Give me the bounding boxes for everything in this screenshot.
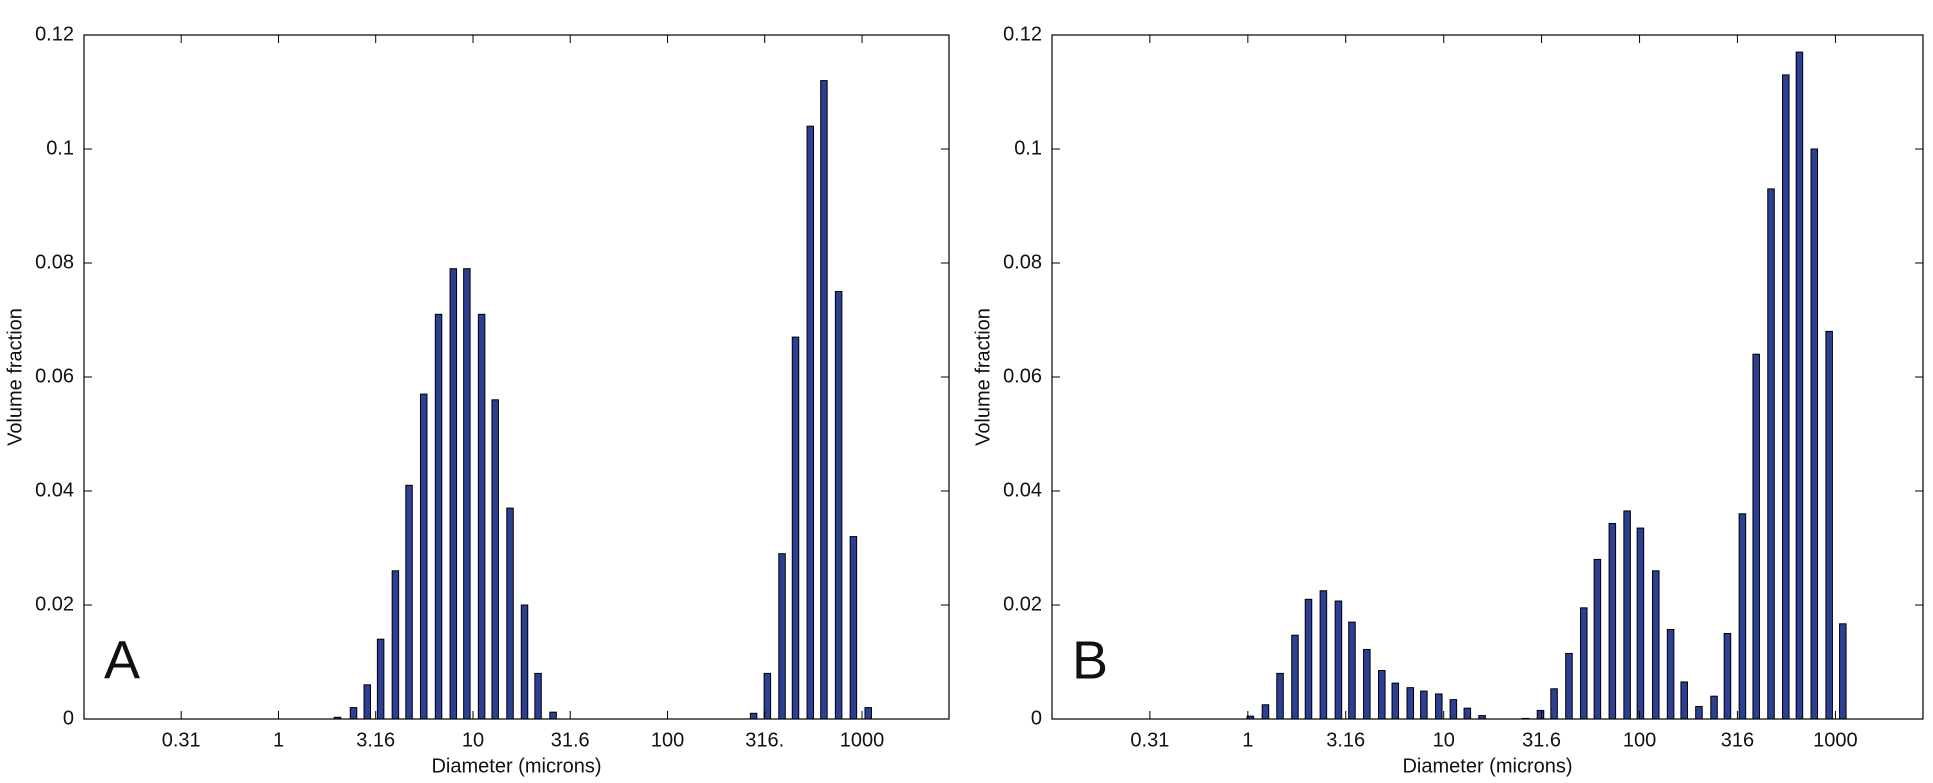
bar xyxy=(1391,682,1400,720)
bar xyxy=(520,604,529,720)
x-tick-label: 0.31 xyxy=(162,729,201,751)
x-tick-label: 31.6 xyxy=(551,729,590,751)
bar xyxy=(1348,621,1356,720)
bar xyxy=(1334,600,1343,720)
bar xyxy=(1839,623,1847,720)
x-tick-label: 1000 xyxy=(1813,729,1858,751)
y-axis-label: Volume fraction xyxy=(4,308,26,446)
bar xyxy=(1738,513,1747,720)
bar xyxy=(1406,687,1415,720)
bar xyxy=(849,536,858,720)
bar xyxy=(491,399,499,720)
y-tick-label: 0.02 xyxy=(1003,593,1042,615)
bar xyxy=(1304,598,1313,720)
bar xyxy=(864,707,872,720)
bar xyxy=(1767,188,1775,720)
panel-label: A xyxy=(104,630,140,690)
y-tick-label: 0.12 xyxy=(35,23,74,45)
bar xyxy=(1652,570,1660,720)
bar xyxy=(434,313,443,720)
bar xyxy=(1810,148,1819,720)
bar xyxy=(1565,652,1573,720)
y-tick-label: 0.02 xyxy=(35,593,74,615)
y-tick-label: 0.04 xyxy=(1003,479,1042,501)
bar xyxy=(1435,693,1443,720)
bar xyxy=(749,712,758,720)
y-tick-label: 0.06 xyxy=(1003,365,1042,387)
y-tick-label: 0.1 xyxy=(46,137,74,159)
bar xyxy=(1276,672,1284,720)
plot-frame xyxy=(1051,34,1924,720)
bar xyxy=(1710,695,1718,720)
y-tick-label: 0 xyxy=(63,707,74,729)
bar xyxy=(1463,707,1472,720)
bar xyxy=(791,336,800,720)
x-tick-label: 10 xyxy=(1433,729,1455,751)
bar xyxy=(1666,629,1675,720)
bar xyxy=(1623,510,1631,720)
y-tick-label: 0.06 xyxy=(35,365,74,387)
bar xyxy=(778,553,786,720)
bar xyxy=(1680,681,1688,720)
x-tick-label: 1 xyxy=(1242,729,1253,751)
x-tick-label: 1 xyxy=(273,729,284,751)
bar xyxy=(1593,558,1602,720)
bar xyxy=(1782,74,1790,720)
panel-label: B xyxy=(1072,630,1108,690)
bar xyxy=(549,711,557,720)
bar xyxy=(477,313,486,720)
bar xyxy=(419,393,428,720)
x-axis-label: Diameter (microns) xyxy=(1402,755,1572,777)
y-tick-label: 0 xyxy=(1031,707,1042,729)
bar xyxy=(1261,704,1270,720)
bar xyxy=(349,707,358,720)
bar xyxy=(834,291,843,720)
bar xyxy=(534,672,542,720)
bar xyxy=(1752,353,1760,720)
bar xyxy=(391,570,400,720)
y-tick-label: 0.12 xyxy=(1003,23,1042,45)
bar xyxy=(506,507,514,720)
bar xyxy=(1319,590,1328,720)
x-tick-label: 3.16 xyxy=(1326,729,1365,751)
bar xyxy=(806,125,815,720)
y-tick-label: 0.1 xyxy=(1014,137,1042,159)
y-tick-label: 0.08 xyxy=(35,251,74,273)
bar xyxy=(1695,705,1703,720)
x-tick-label: 10 xyxy=(462,729,484,751)
y-axis-label: Volume fraction xyxy=(972,308,994,446)
y-tick-label: 0.04 xyxy=(35,479,74,501)
bar xyxy=(1291,634,1299,720)
x-tick-label: 100 xyxy=(651,729,684,751)
bar xyxy=(376,638,385,720)
bar xyxy=(1550,688,1558,720)
bar xyxy=(363,684,372,720)
bar xyxy=(1608,522,1617,720)
y-tick-label: 0.08 xyxy=(1003,251,1042,273)
bar xyxy=(405,484,413,720)
bar xyxy=(1536,709,1545,720)
x-tick-label: 1000 xyxy=(840,729,885,751)
bar xyxy=(1580,607,1588,720)
x-tick-label: 316. xyxy=(745,729,784,751)
x-tick-label: 100 xyxy=(1623,729,1656,751)
bar xyxy=(820,80,828,720)
plot-frame xyxy=(83,34,950,720)
bar xyxy=(1636,527,1645,720)
x-tick-label: 316 xyxy=(1721,729,1754,751)
bar xyxy=(1449,699,1458,720)
x-tick-label: 31.6 xyxy=(1522,729,1561,751)
bar xyxy=(1795,51,1804,720)
bar xyxy=(1723,633,1732,720)
bar xyxy=(449,268,458,720)
bar xyxy=(1363,648,1371,720)
x-tick-label: 3.16 xyxy=(356,729,395,751)
x-tick-label: 0.31 xyxy=(1130,729,1169,751)
bar xyxy=(1825,330,1833,720)
x-axis-label: Diameter (microns) xyxy=(431,755,601,777)
bar xyxy=(463,268,471,720)
bar xyxy=(1378,670,1386,720)
bar xyxy=(1420,690,1428,720)
